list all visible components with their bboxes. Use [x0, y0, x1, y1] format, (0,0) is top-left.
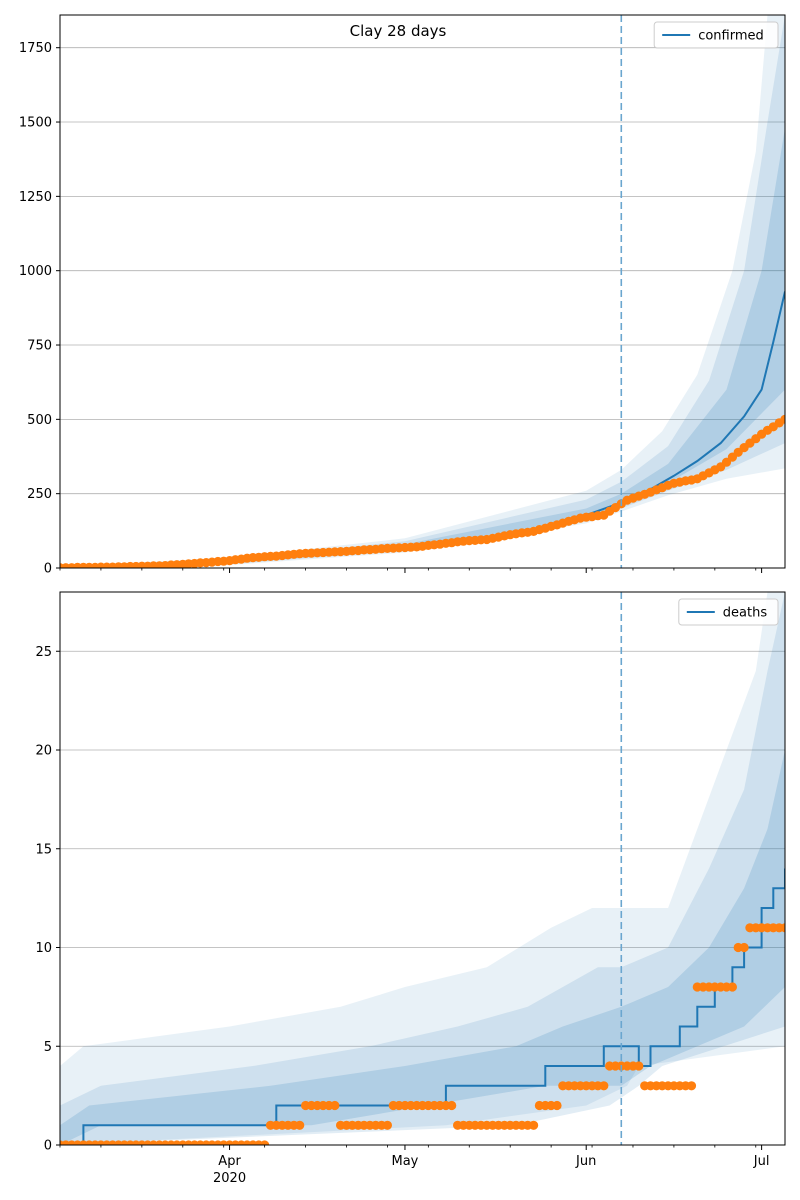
deaths-y-tick-label: 5	[44, 1040, 52, 1055]
deaths-observed-point	[447, 1100, 457, 1111]
confirmed-legend-label: confirmed	[698, 29, 764, 44]
deaths-x-tick-label: Jun	[575, 1154, 596, 1169]
confirmed-observed-point	[780, 414, 785, 424]
deaths-y-tick-label: 0	[44, 1139, 52, 1154]
confirmed-y-tick-label: 750	[27, 339, 52, 354]
deaths-legend: deaths	[678, 598, 779, 626]
deaths-y-tick-label: 25	[35, 645, 52, 660]
deaths-x-tick-label: May	[392, 1154, 419, 1169]
confirmed-y-tick-label: 0	[44, 562, 52, 577]
confirmed-y-tick-label: 1000	[19, 264, 52, 279]
confirmed-axes: 0 250 500 750 1000 1250 1500 1750	[19, 14, 786, 577]
deaths-band-middle	[60, 592, 785, 1145]
figure-title: Clay 28 days	[350, 22, 447, 40]
deaths-observed-point	[295, 1120, 305, 1130]
confirmed-y-tick-label: 500	[27, 413, 52, 428]
deaths-y-tick-label: 20	[35, 744, 52, 759]
deaths-observed-point	[780, 923, 785, 933]
confirmed-y-tick-label: 1500	[19, 116, 52, 131]
deaths-observed-point	[599, 1081, 609, 1091]
confirmed-y-tick-label: 1750	[19, 41, 52, 56]
deaths-x-tick-label: Jul	[753, 1154, 770, 1169]
deaths-panel: 0 5 10 15 20 25 Apr 2020 May Jun Jul deaths	[35, 591, 786, 1186]
deaths-observed-point	[739, 942, 749, 953]
deaths-legend-label: deaths	[723, 606, 768, 621]
confirmed-axes-frame	[59, 14, 786, 569]
deaths-x-tick-sublabel: 2020	[213, 1171, 246, 1186]
deaths-observed-point	[634, 1061, 644, 1071]
deaths-legend-box	[678, 598, 779, 626]
deaths-observed-point	[330, 1100, 340, 1111]
confirmed-legend: confirmed	[653, 21, 779, 49]
confirmed-plot-area	[60, 15, 785, 568]
deaths-y-tick-label: 10	[35, 941, 52, 956]
confirmed-y-tick-label: 250	[27, 487, 52, 502]
deaths-y-tick-label: 15	[35, 842, 52, 857]
deaths-band-outer	[60, 592, 785, 1145]
deaths-x-tick-label: Apr	[218, 1154, 241, 1169]
deaths-plot-area	[60, 592, 785, 1145]
deaths-axes: 0 5 10 15 20 25 Apr 2020 May Jun Jul	[35, 591, 786, 1186]
confirmed-y-tick-label: 1250	[19, 190, 52, 205]
deaths-observed-point	[686, 1081, 697, 1091]
deaths-observed-point	[529, 1120, 539, 1130]
deaths-observed-point	[382, 1120, 392, 1130]
deaths-observed-point	[260, 1140, 270, 1145]
confirmed-legend-box	[653, 21, 779, 49]
deaths-observed-point	[727, 982, 738, 992]
deaths-axes-frame	[59, 591, 786, 1146]
deaths-observed-point	[552, 1100, 562, 1111]
